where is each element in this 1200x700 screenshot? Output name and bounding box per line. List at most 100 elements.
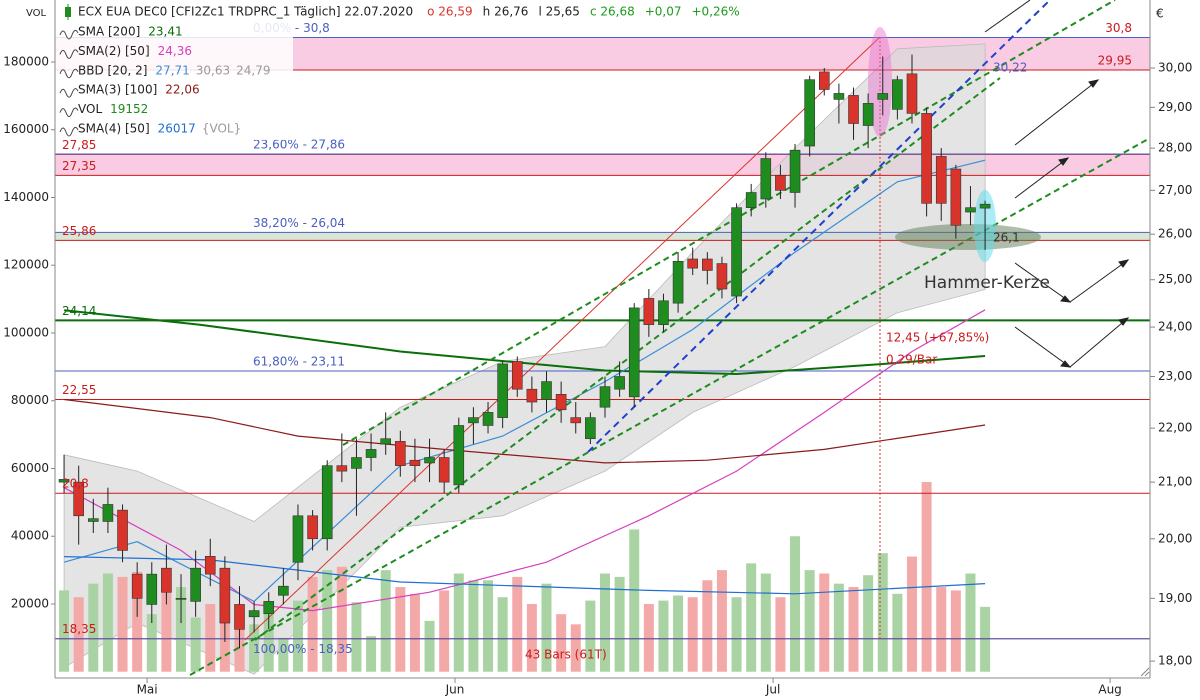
candle-body xyxy=(877,93,889,100)
y-tick-label: 100000 xyxy=(3,325,49,339)
arrow-head xyxy=(1060,360,1072,368)
arrow-head xyxy=(1088,79,1100,88)
candle-body xyxy=(453,425,465,486)
volume-bar xyxy=(395,587,406,672)
annotation: 26,1 xyxy=(993,231,1020,245)
legend-icon xyxy=(59,68,79,79)
level-label: 29,95 xyxy=(1098,53,1132,67)
arrow xyxy=(1014,79,1099,146)
volume-bar xyxy=(453,573,464,672)
drawings xyxy=(189,0,1151,676)
y2-tick-label: 29,00 xyxy=(1158,100,1192,114)
volume-bar xyxy=(409,593,420,672)
legend-value: 22,06 xyxy=(165,83,199,97)
volume-bar xyxy=(73,597,84,672)
candle-body xyxy=(833,93,845,100)
volume-bar xyxy=(205,603,216,672)
y-tick-label: 40000 xyxy=(11,529,49,543)
y2-tick-label: 22,00 xyxy=(1158,421,1192,435)
y-tick-label: 180000 xyxy=(3,54,49,68)
y-tick-label: 20000 xyxy=(11,596,49,610)
candle-body xyxy=(702,258,713,271)
candle-body xyxy=(526,388,538,403)
arrow xyxy=(1069,259,1129,303)
volume-bar xyxy=(819,573,830,672)
candle-body xyxy=(321,465,333,540)
legend-value: 19152 xyxy=(110,102,148,116)
volume-bar xyxy=(249,624,260,672)
level-label: 27,35 xyxy=(62,159,96,173)
legend-label: VOL xyxy=(78,102,102,116)
volume-bar xyxy=(877,553,888,672)
quote-value: c 26,68 xyxy=(590,5,635,19)
legend-label: SMA(4) [50] xyxy=(78,122,150,136)
candle-body xyxy=(336,465,348,472)
volume-bar xyxy=(892,593,903,672)
candle-body xyxy=(468,417,479,424)
volume-bar xyxy=(117,576,128,672)
candle-body xyxy=(292,515,304,563)
indicator-line xyxy=(63,309,986,376)
quote-value: h 26,76 xyxy=(483,5,529,19)
candle-body xyxy=(789,149,801,193)
candle-body xyxy=(570,417,582,424)
level-label: 30,8 xyxy=(1105,21,1132,35)
volume-bar xyxy=(366,636,377,672)
candle-body xyxy=(892,79,903,110)
volume-bar xyxy=(687,597,698,672)
y2-tick-label: 25,00 xyxy=(1158,272,1192,286)
candle-body xyxy=(804,79,815,147)
y-tick-label: 60000 xyxy=(11,461,49,475)
legend-value: 24,79 xyxy=(236,63,270,77)
volume-bar xyxy=(88,583,99,672)
axes: VOL € 18,00 19,00 20,00 21,00 22,00 23,00 24,0… xyxy=(3,0,1192,697)
volume-bar xyxy=(760,573,771,672)
zone xyxy=(55,154,1150,176)
arrows xyxy=(1014,79,1130,368)
volume-bar xyxy=(570,624,581,672)
candle-body xyxy=(117,509,128,551)
volume-bar xyxy=(848,587,859,672)
channel-lower xyxy=(189,137,1151,676)
quote-value: +0,07 xyxy=(645,5,682,19)
indicator-line xyxy=(64,398,986,464)
candle-body xyxy=(599,386,611,408)
y2-tick-label: 24,00 xyxy=(1158,320,1192,334)
candle-body xyxy=(482,412,494,426)
candle-body xyxy=(906,73,918,114)
candle-body xyxy=(204,556,216,575)
candle-body xyxy=(307,515,318,540)
volume-bar xyxy=(307,576,318,672)
volume-bar xyxy=(292,600,303,672)
legend-icon xyxy=(59,29,79,40)
candle-body xyxy=(935,156,947,204)
y2-tick-label: 19,00 xyxy=(1158,591,1192,605)
level-label: 20,8 xyxy=(62,477,89,491)
candle-body xyxy=(818,71,830,90)
candle-body xyxy=(395,441,406,466)
y2-axis-label: € xyxy=(1156,7,1164,21)
arrow xyxy=(1069,317,1129,368)
volume-bar xyxy=(132,571,143,672)
candle-body xyxy=(745,192,757,208)
x-tick-label: Jul xyxy=(765,683,780,697)
volume-bar xyxy=(658,600,669,672)
legend-label: BBD [20, 2] xyxy=(78,63,147,77)
candle-body xyxy=(58,479,70,483)
arrow xyxy=(1014,157,1069,199)
fibonacci-label: 23,60% - 27,86 xyxy=(253,137,345,151)
measure-line xyxy=(244,36,881,641)
volume-bar xyxy=(731,597,742,672)
volume-bar xyxy=(468,580,479,672)
level-label: 25,86 xyxy=(62,224,96,238)
level-label: 24,14 xyxy=(62,304,96,318)
candle-body xyxy=(88,518,99,522)
candle-body xyxy=(73,481,84,517)
volume-bar xyxy=(263,603,274,672)
volume-bar xyxy=(936,587,947,672)
legend-value: {VOL} xyxy=(202,122,241,136)
quote-value: o 26,59 xyxy=(427,5,473,19)
y-tick-label: 120000 xyxy=(3,258,49,272)
volume-bar xyxy=(512,576,523,672)
